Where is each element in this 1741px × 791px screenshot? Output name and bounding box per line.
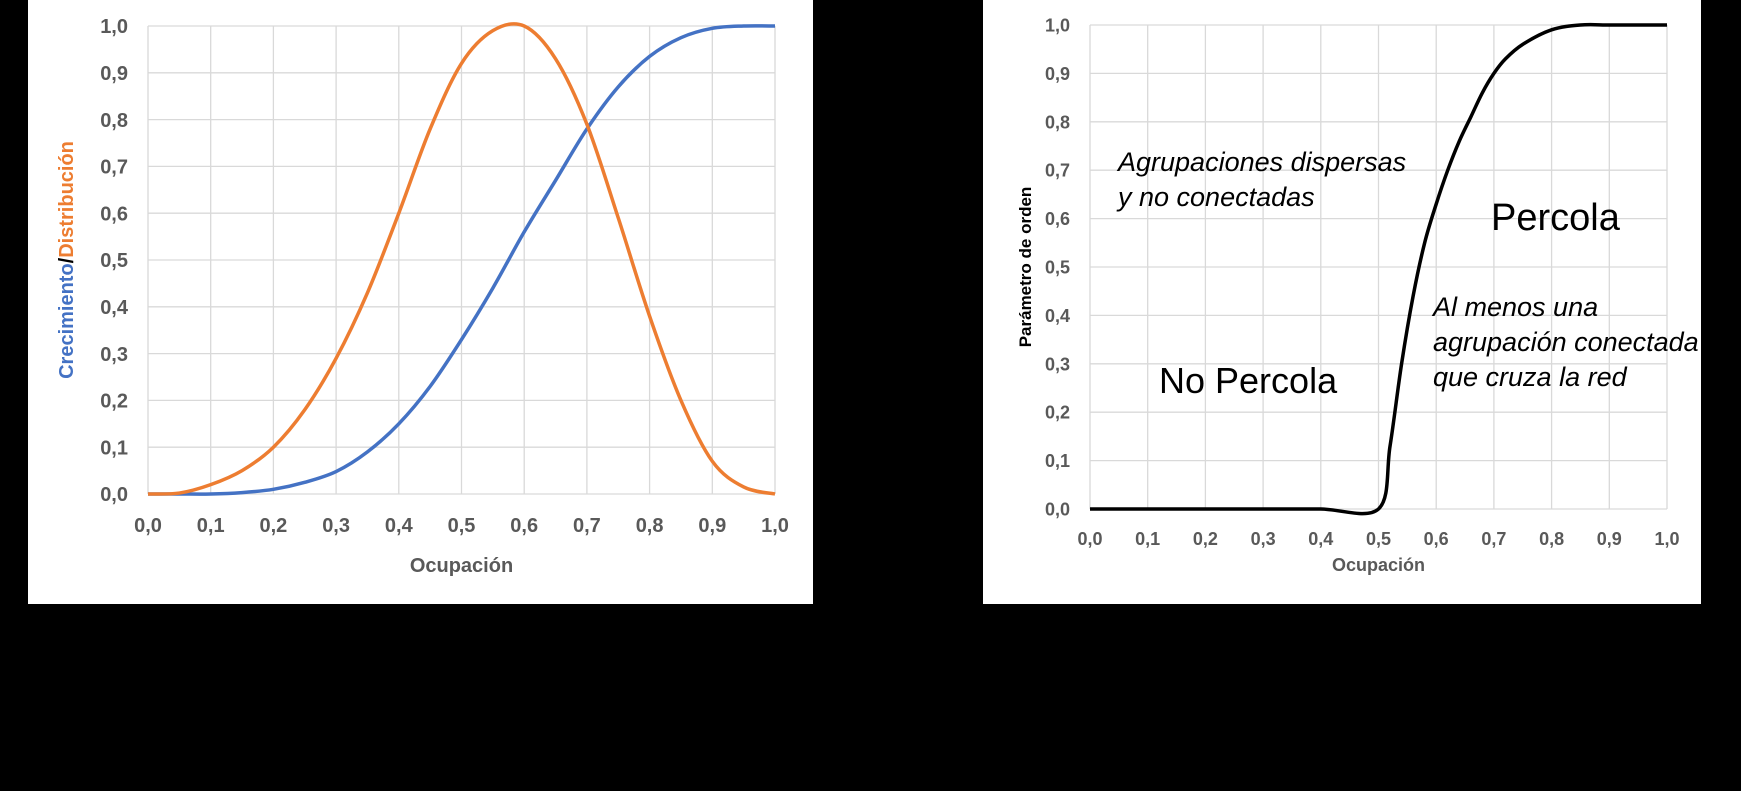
x-tick-label: 1,0 xyxy=(1654,529,1679,549)
y-tick-label: 0,5 xyxy=(1045,257,1070,277)
x-tick-label: 0,0 xyxy=(1077,529,1102,549)
y-tick-label: 0,8 xyxy=(100,110,128,132)
x-tick-label: 0,3 xyxy=(1251,529,1276,549)
y-tick-label: 0,4 xyxy=(100,297,129,319)
x-tick-label: 0,9 xyxy=(1597,529,1622,549)
chart-right: 0,0 0,1 0,2 0,3 0,4 0,5 0,6 0,7 0,8 0,9 1,0 0,0 0,1 0… xyxy=(983,0,1701,604)
chart-right-svg: 0,0 0,1 0,2 0,3 0,4 0,5 0,6 0,7 0,8 0,9 1,0 0,0 0,1 0… xyxy=(1016,15,1699,575)
annotation-text: Agrupaciones dispersas y no conectadas xyxy=(1116,147,1406,212)
annotation-line: y no conectadas xyxy=(1116,182,1315,212)
y-axis-title-part: Crecimiento xyxy=(56,263,78,379)
y-tick-label: 0,8 xyxy=(1045,112,1070,132)
y-tick-label: 0,5 xyxy=(100,250,128,272)
y-tick-label: 0,2 xyxy=(1045,403,1070,423)
y-axis-title: Crecimiento/Distribución xyxy=(56,141,78,379)
x-axis-title: Ocupación xyxy=(410,555,513,577)
y-axis-title: Parámetro de orden xyxy=(1016,187,1035,348)
y-axis-title-part: Distribución xyxy=(56,141,78,258)
y-tick-label: 0,1 xyxy=(1045,451,1070,471)
annotation-line: No Percola xyxy=(1159,360,1338,401)
y-tick-label: 0,9 xyxy=(1045,64,1070,84)
x-tick-label: 0,3 xyxy=(322,515,350,537)
series-line-0 xyxy=(148,24,776,496)
x-tick-label: 1,0 xyxy=(761,515,789,537)
x-tick-label: 0,2 xyxy=(1193,529,1218,549)
x-tick-label: 0,5 xyxy=(448,515,476,537)
y-tick-label: 0,3 xyxy=(100,344,128,366)
y-tick-label: 0,9 xyxy=(100,63,128,85)
y-tick-label: 0,7 xyxy=(1045,161,1070,181)
annotation-text: Al menos una agrupación conectada que cruz… xyxy=(1431,292,1699,392)
annotation-line: Agrupaciones dispersas xyxy=(1116,147,1406,177)
y-tick-label: 0,4 xyxy=(1045,306,1070,326)
x-tick-label: 0,8 xyxy=(1539,529,1564,549)
x-tick-label: 0,5 xyxy=(1366,529,1391,549)
y-tick-label: 0,6 xyxy=(1045,209,1070,229)
annotation-text: No Percola xyxy=(1159,360,1338,401)
x-tick-label: 0,8 xyxy=(636,515,664,537)
y-axis-title-part: / xyxy=(56,257,78,263)
x-tick-label: 0,1 xyxy=(197,515,225,537)
y-tick-label: 0,0 xyxy=(100,484,128,506)
x-tick-label: 0,7 xyxy=(1481,529,1506,549)
x-tick-label: 0,7 xyxy=(573,515,601,537)
x-tick-label: 0,6 xyxy=(510,515,538,537)
chart-left: 0,0 0,1 0,2 0,3 0,4 0,5 0,6 0,7 0,8 0,9 1,0 0,0 0,1 0… xyxy=(28,0,813,604)
x-tick-label: 0,0 xyxy=(134,515,162,537)
chart-left-svg: 0,0 0,1 0,2 0,3 0,4 0,5 0,6 0,7 0,8 0,9 1,0 0,0 0,1 0… xyxy=(56,16,789,577)
gridlines xyxy=(1089,24,1668,510)
x-tick-label: 0,2 xyxy=(259,515,287,537)
y-tick-label: 0,2 xyxy=(100,391,128,413)
annotation-line: Percola xyxy=(1491,197,1621,239)
annotation-line: agrupación conectada xyxy=(1433,327,1699,357)
y-tick-label: 0,6 xyxy=(100,203,128,225)
x-tick-label: 0,9 xyxy=(698,515,726,537)
x-tick-label: 0,6 xyxy=(1424,529,1449,549)
y-tick-label: 0,0 xyxy=(1045,499,1070,519)
x-tick-label: 0,4 xyxy=(1308,529,1333,549)
y-tick-label: 0,1 xyxy=(100,437,128,459)
series-line-1 xyxy=(147,22,776,496)
series-line-0 xyxy=(1089,22,1667,516)
x-tick-label: 0,1 xyxy=(1135,529,1160,549)
y-tick-label: 0,7 xyxy=(100,157,128,179)
x-tick-label: 0,4 xyxy=(385,515,414,537)
y-tick-label: 0,3 xyxy=(1045,354,1070,374)
annotation-line: que cruza la red xyxy=(1433,362,1628,392)
annotation-text: Percola xyxy=(1491,197,1621,239)
x-axis-title: Ocupación xyxy=(1332,555,1425,575)
gridlines xyxy=(147,25,776,495)
annotation-line: Al menos una xyxy=(1431,292,1598,322)
y-tick-label: 1,0 xyxy=(1045,15,1070,35)
y-tick-label: 1,0 xyxy=(100,16,128,38)
